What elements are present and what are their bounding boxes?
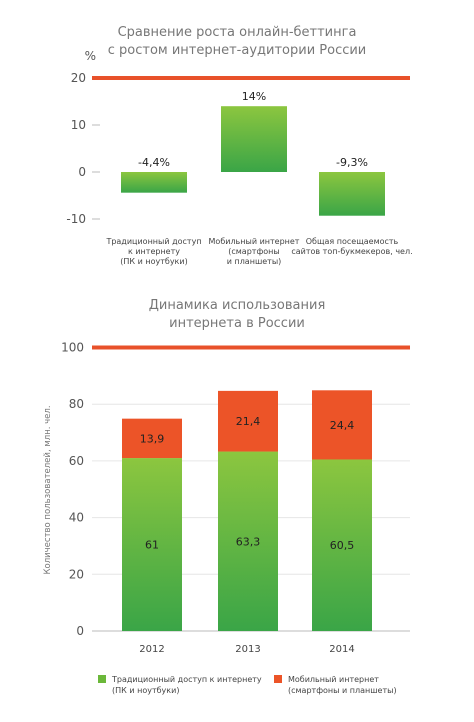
chart1-y-tick: 0 (78, 165, 86, 179)
legend-label-traditional-line1: Традиционный доступ к интернету (111, 675, 262, 684)
chart1-y-tick: 10 (71, 118, 86, 132)
chart1-y-tick: -10 (66, 212, 86, 226)
chart1-category-label: к интернету (128, 247, 180, 256)
chart2-bar-mobile (122, 418, 182, 459)
chart2-y-tick: 20 (69, 567, 84, 581)
chart1-category-label: Общая посещаемость (306, 237, 399, 246)
chart2-category-label: 2013 (235, 644, 260, 655)
chart2-title-line1: Динамика использования (149, 298, 326, 313)
chart1-bar (121, 172, 187, 193)
legend-swatch-mobile (274, 675, 282, 683)
chart1-category-label: и планшеты) (227, 257, 282, 266)
chart1-bar (319, 172, 385, 216)
chart1-bar (221, 106, 287, 172)
chart2-y-axis-label: Количество пользователей, млн. чел. (43, 405, 53, 574)
chart1-category-label: Традиционный доступ (105, 237, 201, 246)
legend-label-traditional-line2: (ПК и ноутбуки) (112, 686, 179, 695)
chart2-y-tick: 40 (69, 511, 84, 525)
chart1-category-label: Мобильный интернет (209, 237, 300, 246)
chart1-unit-label: % (85, 49, 96, 63)
chart1-category-label: (смартфоны (228, 247, 279, 256)
legend-label-mobile-line1: Мобильный интернет (288, 675, 379, 684)
chart2-bar-mobile (312, 390, 372, 460)
chart1-category-label: (ПК и ноутбуки) (120, 257, 187, 266)
chart2-value-label-traditional: 60,5 (330, 539, 355, 552)
chart2-bar-traditional (218, 451, 278, 631)
legend-label-mobile-line2: (смартфоны и планшеты) (288, 686, 397, 695)
chart2-title-line2: интернета в России (169, 316, 305, 331)
chart2-category-label: 2014 (329, 644, 354, 655)
chart2-category-label: 2012 (139, 644, 164, 655)
chart1-title-line1: Сравнение роста онлайн-беттинга (118, 25, 357, 40)
chart2-bar-mobile (218, 390, 278, 452)
chart1-category-label: сайтов топ-букмекеров, чел. (291, 247, 412, 256)
chart2-value-label-mobile: 24,4 (330, 419, 355, 432)
chart2-y-tick: 0 (76, 624, 84, 638)
chart2-value-label-mobile: 21,4 (236, 415, 261, 428)
chart1-title-line2: с ростом интернет-аудитории России (108, 43, 367, 58)
chart2-value-label-traditional: 63,3 (236, 535, 261, 548)
chart1-value-label: -4,4% (138, 156, 170, 169)
chart2-value-label-mobile: 13,9 (140, 432, 165, 445)
chart2-y-tick: 80 (69, 397, 84, 411)
chart1-value-label: -9,3% (336, 156, 368, 169)
chart1-y-tick: 20 (71, 71, 86, 85)
chart2-y-tick: 60 (69, 454, 84, 468)
chart2-value-label-traditional: 61 (145, 539, 159, 552)
chart2-y-tick: 100 (61, 341, 84, 355)
legend-swatch-traditional (98, 675, 106, 683)
chart2-bar-traditional (312, 459, 372, 631)
chart1-value-label: 14% (242, 90, 266, 103)
chart2-bar-traditional (122, 458, 182, 631)
